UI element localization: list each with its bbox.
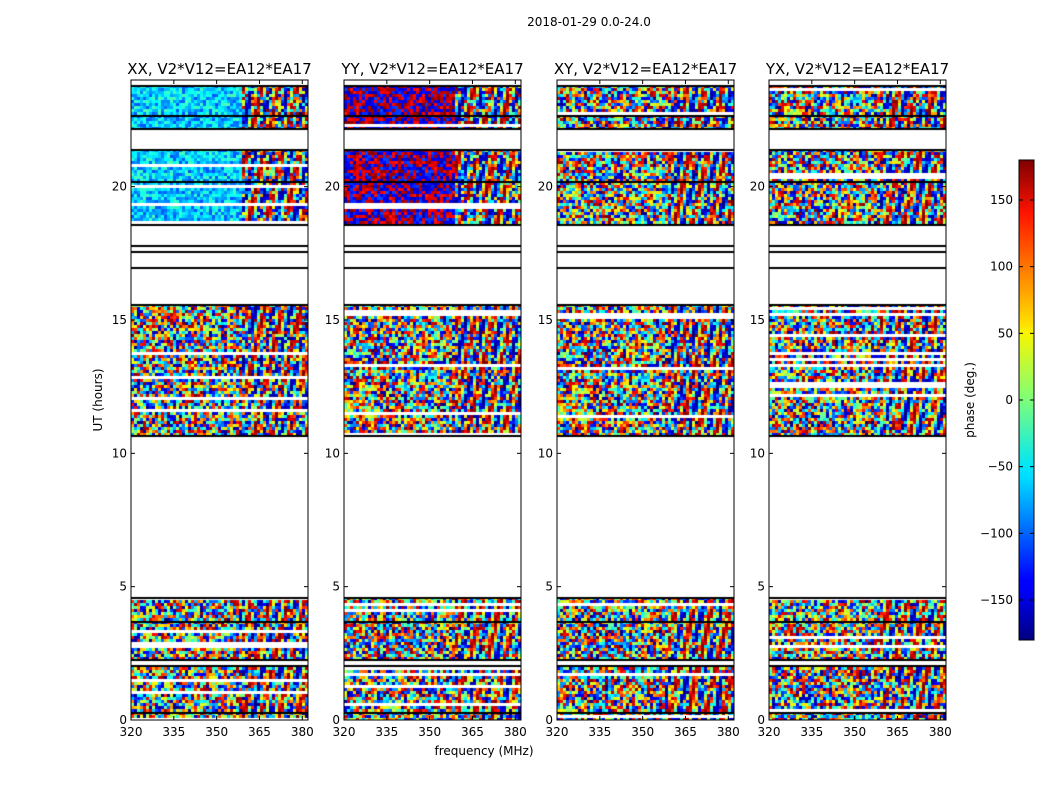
x-tick-label: 365 xyxy=(248,725,271,739)
colorbar-tick-label: 0 xyxy=(1005,393,1013,407)
x-tick-label: 365 xyxy=(674,725,697,739)
x-tick-label: 320 xyxy=(120,725,143,739)
y-tick-label: 20 xyxy=(750,180,765,194)
x-tick-label: 380 xyxy=(504,725,527,739)
panel-title: YY, V2*V12=EA12*EA17 xyxy=(340,60,523,78)
colorbar-tick-label: −100 xyxy=(980,526,1013,540)
panel-title: XX, V2*V12=EA12*EA17 xyxy=(127,60,311,78)
panel-frame xyxy=(130,79,309,721)
panel-frame xyxy=(556,79,735,721)
y-tick-label: 20 xyxy=(112,180,127,194)
colorbar-tick-label: −50 xyxy=(988,460,1013,474)
x-tick-label: 335 xyxy=(162,725,185,739)
x-tick-label: 320 xyxy=(333,725,356,739)
y-tick-label: 10 xyxy=(750,446,765,460)
x-tick-label: 335 xyxy=(375,725,398,739)
colorbar-ticks: −150 −100 −50 0 50 100 150 xyxy=(980,193,1034,607)
colorbar-tick-label: −150 xyxy=(980,593,1013,607)
colorbar: −150 −100 −50 0 50 100 150 phase (deg.) xyxy=(963,159,1035,641)
y-tick-label: 10 xyxy=(325,446,340,460)
panel-frame xyxy=(768,79,947,721)
x-tick-label: 350 xyxy=(418,725,441,739)
heatmap-image xyxy=(344,80,521,720)
x-tick-label: 380 xyxy=(291,725,314,739)
colorbar-tick-label: 100 xyxy=(990,260,1013,274)
y-tick-label: 0 xyxy=(119,713,127,727)
y-tick-label: 5 xyxy=(757,580,765,594)
y-tick-label: 15 xyxy=(112,313,127,327)
heatmap-image xyxy=(557,80,734,720)
y-axis-label: UT (hours) xyxy=(91,368,105,431)
y-tick-label: 15 xyxy=(538,313,553,327)
panel-title: YX, V2*V12=EA12*EA17 xyxy=(765,60,949,78)
x-tick-label: 350 xyxy=(843,725,866,739)
panel-yy: YY, V2*V12=EA12*EA17 320 335 350 365 380 0 5 10 1… xyxy=(325,60,527,739)
heatmap-image xyxy=(769,80,946,720)
x-tick-label: 335 xyxy=(588,725,611,739)
panel-yx: YX, V2*V12=EA12*EA17 320 335 350 365 380 0 5 10 1… xyxy=(750,60,952,739)
x-tick-label: 365 xyxy=(461,725,484,739)
y-tick-label: 20 xyxy=(325,180,340,194)
y-tick-label: 10 xyxy=(112,446,127,460)
panel-xx: XX, V2*V12=EA12*EA17 320 335 350 365 380 0 5 10 1… xyxy=(112,60,314,739)
x-tick-label: 335 xyxy=(800,725,823,739)
y-tick-label: 15 xyxy=(750,313,765,327)
x-tick-label: 365 xyxy=(886,725,909,739)
x-tick-label: 320 xyxy=(758,725,781,739)
y-tick-label: 0 xyxy=(757,713,765,727)
colorbar-tick-label: 150 xyxy=(990,193,1013,207)
y-tick-label: 20 xyxy=(538,180,553,194)
panels: XX, V2*V12=EA12*EA17 320 335 350 365 380 0 5 10 1… xyxy=(112,60,952,739)
colorbar-label: phase (deg.) xyxy=(963,362,977,438)
y-tick-label: 15 xyxy=(325,313,340,327)
heatmap-image xyxy=(131,80,308,720)
x-tick-label: 350 xyxy=(631,725,654,739)
y-tick-label: 5 xyxy=(332,580,340,594)
colorbar-tick-label: 50 xyxy=(998,326,1013,340)
panel-xy: XY, V2*V12=EA12*EA17 320 335 350 365 380 0 5 10 1… xyxy=(538,60,740,739)
y-tick-label: 5 xyxy=(119,580,127,594)
panel-title: XY, V2*V12=EA12*EA17 xyxy=(554,60,737,78)
figure-suptitle: 2018-01-29 0.0-24.0 xyxy=(527,15,651,29)
y-tick-label: 0 xyxy=(545,713,553,727)
x-axis-label: frequency (MHz) xyxy=(434,744,533,758)
x-tick-label: 320 xyxy=(546,725,569,739)
x-tick-label: 380 xyxy=(717,725,740,739)
y-tick-label: 0 xyxy=(332,713,340,727)
panel-frame xyxy=(343,79,522,721)
x-tick-label: 350 xyxy=(205,725,228,739)
y-tick-label: 5 xyxy=(545,580,553,594)
y-tick-label: 10 xyxy=(538,446,553,460)
x-tick-label: 380 xyxy=(929,725,952,739)
